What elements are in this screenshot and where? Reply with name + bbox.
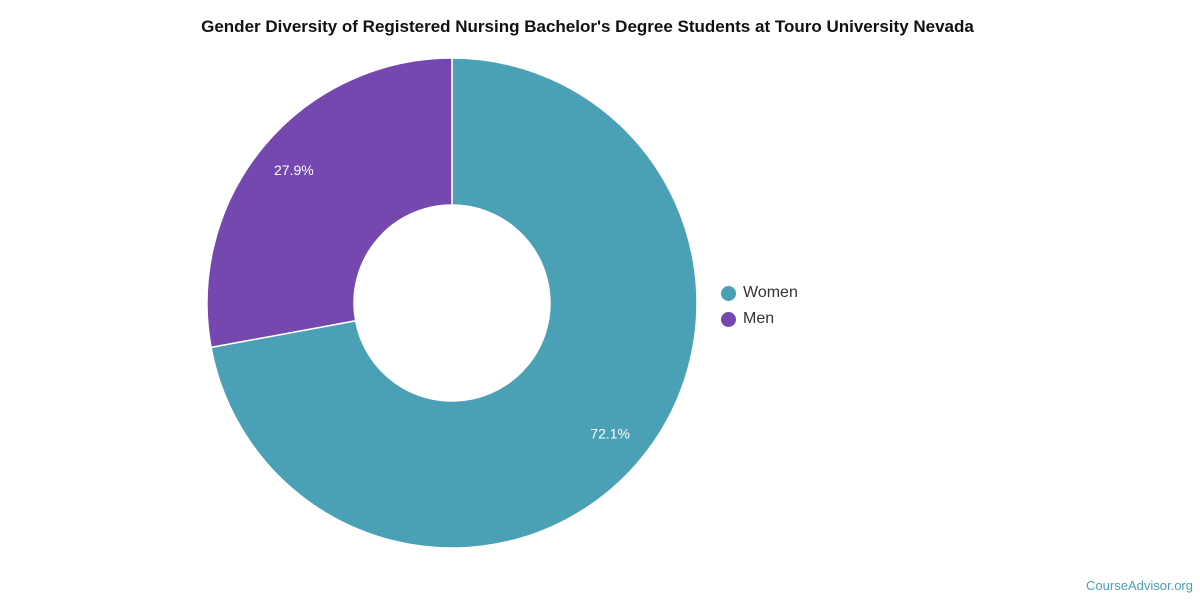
legend-item-men[interactable]: Men: [721, 306, 798, 332]
slice-label-men: 27.9%: [274, 162, 314, 178]
source-credit[interactable]: CourseAdvisor.org: [1086, 578, 1193, 593]
legend-label-men: Men: [743, 310, 775, 327]
legend-item-women[interactable]: Women: [721, 280, 798, 306]
slice-label-women: 72.1%: [590, 425, 630, 441]
slice-men[interactable]: [206, 57, 453, 349]
legend: Women Men: [721, 280, 798, 332]
legend-swatch-women: [721, 285, 736, 301]
legend-label-women: Women: [743, 284, 798, 301]
slice-women[interactable]: [210, 57, 698, 549]
legend-swatch-men: [721, 311, 736, 327]
chart-title: Gender Diversity of Registered Nursing B…: [201, 17, 974, 36]
